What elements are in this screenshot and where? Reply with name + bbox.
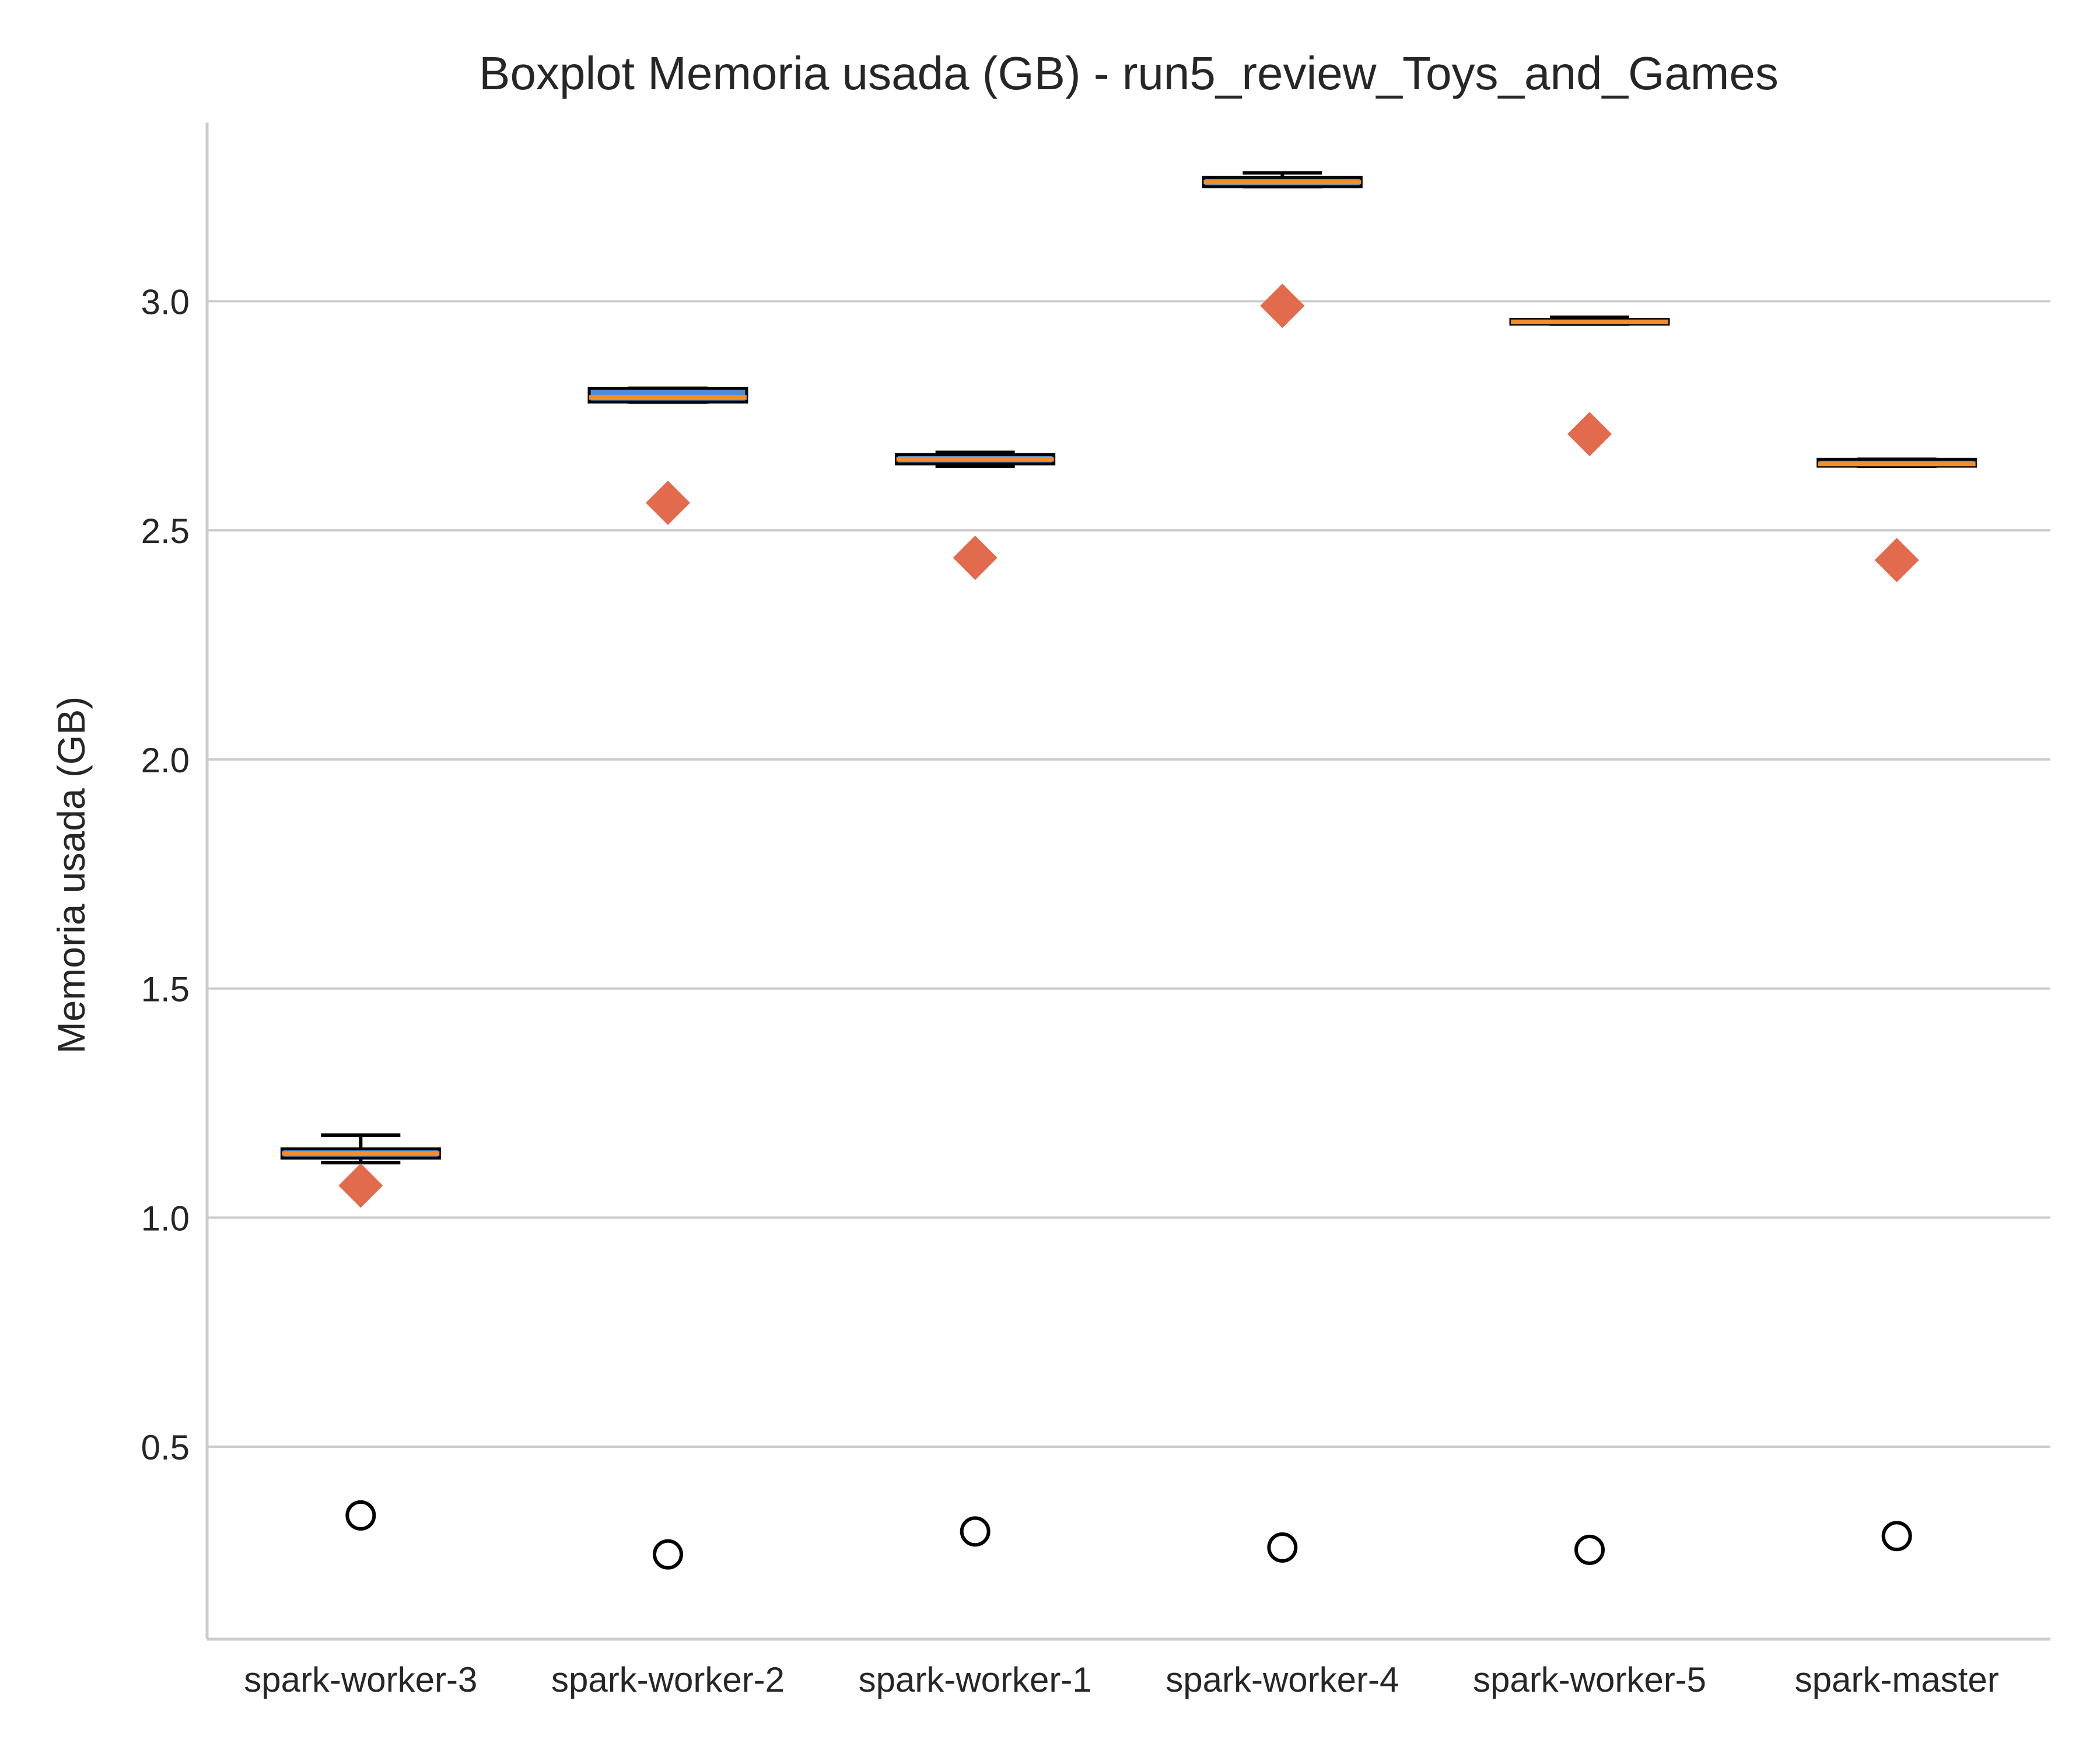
box-group-spark-worker-2 [587,386,748,1570]
y-tick-label: 2.0 [141,741,190,780]
boxes [280,171,1978,1570]
grid-lines [207,300,2050,1448]
outlier-point [1574,1534,1605,1565]
box-group-spark-worker-5 [1509,315,1670,1565]
outlier-point [345,1500,376,1531]
axis-spines [205,123,2050,1641]
mean-marker [953,536,998,580]
y-tick-labels: 0.5 1.0 1.5 2.0 2.5 3.0 [141,282,190,1467]
box-group-spark-worker-4 [1202,171,1363,1563]
mean-marker [1567,412,1612,457]
outlier-point [653,1539,683,1570]
box-group-spark-worker-3 [280,1133,441,1531]
y-tick-label: 1.0 [141,1199,190,1238]
y-tick-label: 0.5 [141,1428,190,1467]
x-tick-labels: spark-worker-3 spark-worker-2 spark-worker… [244,1660,1999,1699]
mean-marker [338,1163,383,1208]
box-group-spark-worker-1 [895,450,1056,1547]
y-tick-label: 1.5 [141,970,190,1009]
mean-marker [646,480,690,525]
y-tick-label: 2.5 [141,512,190,551]
box-group-spark-master [1817,457,1978,1552]
mean-marker [1874,538,1919,583]
outlier-point [1881,1521,1912,1552]
x-tick-label: spark-worker-4 [1166,1660,1399,1699]
y-axis-label: Memoria usada (GB) [50,696,93,1054]
mean-marker [1260,284,1305,328]
x-tick-label: spark-worker-1 [859,1660,1092,1699]
x-tick-label: spark-worker-3 [244,1660,477,1699]
outlier-point [960,1516,991,1547]
y-tick-label: 3.0 [141,282,190,321]
outlier-point [1267,1532,1298,1563]
x-tick-label: spark-worker-2 [551,1660,785,1699]
chart-title: Boxplot Memoria usada (GB) - run5_review… [479,47,1779,99]
x-tick-label: spark-worker-5 [1473,1660,1706,1699]
x-tick-label: spark-master [1795,1660,1999,1699]
